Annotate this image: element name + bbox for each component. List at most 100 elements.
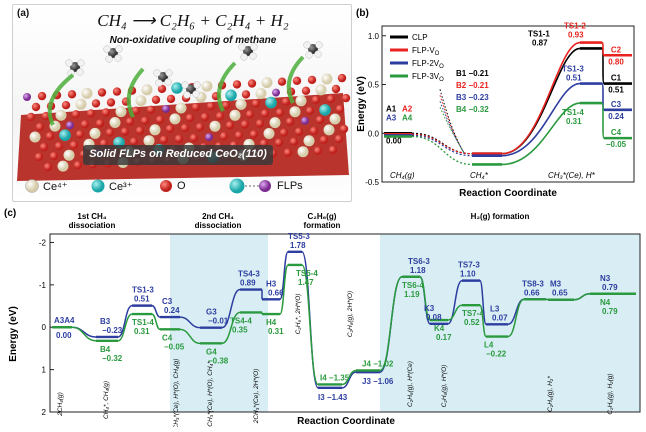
label-h3: H3 (266, 279, 277, 288)
o-atom (281, 97, 291, 106)
o-atom (200, 112, 210, 122)
o-atom (73, 161, 83, 170)
o-atom (260, 109, 270, 118)
o-atom (61, 101, 71, 110)
label-m3-value: 0.65 (552, 289, 568, 298)
ce3-atom (59, 129, 71, 141)
series-b-1 (384, 41, 632, 156)
label-a3a4: A3A4 (54, 316, 75, 325)
label-c3: C3 (162, 297, 173, 306)
legend-flps: FLPs (277, 180, 303, 192)
x-stage-label-8: C₂H₆(g), H*(O) (441, 365, 448, 408)
o-atom (189, 133, 199, 143)
x-stage-label-3: CH₃*(Ce), H*(O), CH₄* (207, 361, 214, 427)
o-atom (95, 119, 105, 128)
o-atom (129, 137, 139, 146)
label-b2: B2 −0.21 (456, 81, 489, 90)
label-ts8-3: TS8-3 (522, 279, 544, 288)
ce4-atom (303, 135, 315, 147)
ce4-atom (329, 113, 341, 125)
o-atom (112, 87, 122, 96)
legend-b: CLP FLP-VO FLP-2VO FLP-3VO (386, 30, 454, 84)
o-atom (307, 75, 317, 85)
o-atom (337, 73, 347, 83)
label-m3: M3 (550, 280, 562, 289)
o-atom (283, 148, 293, 157)
label-l3: L3 (490, 304, 500, 313)
flp-atom (272, 88, 280, 97)
connector (501, 82, 605, 157)
o-atom (249, 130, 259, 139)
connector (411, 135, 473, 166)
label-b3-value: −0.23 (102, 326, 123, 335)
o-atom (97, 88, 107, 97)
stage-label-b-2: CH₃*(Ce), H* (548, 171, 596, 180)
label-c4: C4 (162, 333, 173, 342)
label-g3: G3 (206, 308, 217, 317)
label-n4: N4 (600, 298, 611, 307)
label-c4-value: −0.05 (606, 140, 627, 149)
o-atom (75, 130, 85, 139)
o-atom (335, 104, 345, 114)
legend-entry-b: FLP-3VO (412, 72, 444, 83)
legend-o: O (177, 180, 186, 192)
x-stage-label-4: 2CH₃*(Ce), 2H*(O) (253, 369, 260, 425)
connector (411, 134, 473, 157)
ce4-atom (149, 124, 161, 136)
label-c4: C4 (611, 128, 622, 137)
o-atom (105, 128, 115, 137)
ce4-atom (57, 160, 69, 172)
stage-band (170, 234, 268, 412)
label-ts6-3: TS6-3 (408, 257, 430, 266)
x-stage-label-5: C₂H₆*, 2H*(O) (295, 294, 302, 335)
o-atom (91, 99, 101, 108)
label-k4-value: 0.17 (436, 333, 452, 342)
ce4-atom (323, 124, 335, 136)
label-l4-value: −0.22 (486, 350, 507, 359)
label-a3a4-value: 0.00 (56, 331, 72, 340)
label-ts8-3-value: 0.66 (524, 288, 540, 297)
ce4-atom (201, 80, 213, 92)
x-stage-label-10: C₂H₆(g), H₂(g) (607, 373, 614, 414)
methane-molecule (181, 81, 201, 99)
panel-b-tag: (b) (356, 8, 369, 19)
label-ts1-2: TS1-2 (564, 22, 586, 31)
label-l3-value: 0.07 (492, 313, 508, 322)
connector (71, 264, 591, 386)
chart-c: (c) 1st CH₄ dissociation 2nd CH₄ dissociati… (4, 208, 641, 429)
ce4-atom (263, 128, 275, 139)
ce4-atom (29, 131, 41, 143)
ce4-atom (315, 84, 327, 96)
atom-legend: Ce⁴⁺ Ce³⁺ O FLPs (21, 177, 351, 197)
x-stage-label-7: C₂H₆(g), H*(Ce) (407, 361, 414, 407)
ce4-atom (255, 88, 267, 99)
o-atom (255, 119, 265, 128)
connector (501, 41, 605, 155)
label-ts1-4-value: 0.31 (134, 327, 150, 336)
label-i4: I4 −1.35 (320, 373, 350, 382)
label-ts1-3: TS1-3 (132, 286, 154, 295)
plot-frame-c (49, 233, 641, 413)
label-c2-value: 0.80 (608, 57, 624, 66)
o-atom (34, 152, 44, 162)
o-atom (54, 141, 64, 151)
flp-atom (66, 121, 74, 130)
o-atom (31, 102, 41, 112)
x-stage-label-6: C₂H₆(g), 2H*(O) (347, 291, 354, 337)
ce4-atom (141, 84, 153, 96)
x-stage-label-0: 2CH₄(g) (57, 392, 64, 417)
ylabel-b: Energy (eV) (356, 76, 367, 132)
label-ts6-3-value: 1.18 (410, 266, 426, 275)
o-atom (125, 117, 135, 126)
o-atom (49, 151, 59, 161)
connector (411, 133, 473, 155)
ce3-swatch-icon (91, 179, 105, 193)
label-ts7-3-value: 1.10 (460, 270, 476, 279)
label-n3-value: 0.79 (602, 283, 618, 292)
label-b3: B3 −0.23 (456, 93, 489, 102)
o-atom (195, 122, 205, 132)
label-ts1-4: TS1-4 (132, 318, 154, 327)
o-atom (26, 112, 36, 122)
o-atom (69, 141, 79, 150)
ce4-atom (75, 98, 87, 110)
